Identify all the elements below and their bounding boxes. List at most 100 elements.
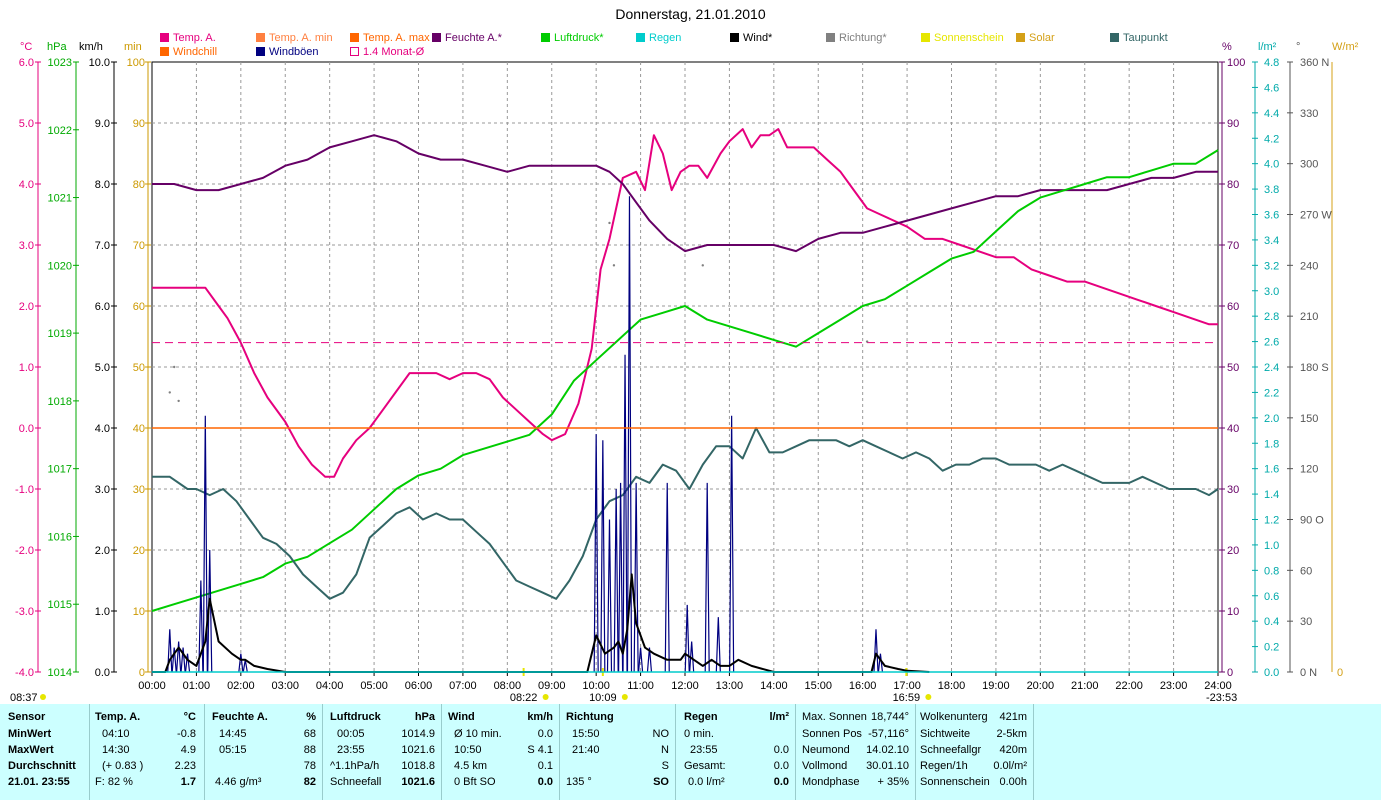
pressure-axis-label: 1014 xyxy=(48,667,72,679)
temp-min-time: 04:10 xyxy=(102,728,130,740)
rain-axis-label: 0.0 xyxy=(1264,667,1279,679)
new-moon-label: Neumond xyxy=(802,744,850,756)
weather-chart: 6.05.04.03.02.01.00.0-1.0-2.0-3.0-4.0102… xyxy=(10,41,1359,704)
temp-humidity-note: F: 82 % xyxy=(95,776,133,788)
series-windb-en-spike xyxy=(207,549,213,673)
rain-axis: 4.8 4.6 4.4 4.2 4.0 3.8 3.6 3.4 3.2 3.0 2.8 2.6 2.4 2… xyxy=(1252,57,1279,679)
direction-current: SO xyxy=(653,776,669,788)
noon-marker-sun-icon xyxy=(621,694,628,700)
series-windb-en-spike xyxy=(689,641,695,673)
rain-axis-label: 4.6 xyxy=(1264,82,1279,94)
unit-degree: ° xyxy=(1296,41,1300,53)
x-tick-label: 14:00 xyxy=(760,680,788,692)
series-windb-en-spike xyxy=(704,482,710,673)
legend-swatch xyxy=(1016,33,1025,42)
sun-icon xyxy=(40,694,46,700)
direction-min-value: NO xyxy=(652,728,670,740)
wind-axis-label: 3.0 xyxy=(95,484,110,496)
moon-phase-value: + 35% xyxy=(877,776,910,788)
pressure-avg: 1018.8 xyxy=(401,760,435,772)
series-richtung xyxy=(168,221,869,403)
wind-axis-label: 6.0 xyxy=(95,301,110,313)
series-windb-en-spike xyxy=(171,647,177,673)
snowline-label: Schneefallgr xyxy=(920,744,982,756)
humidity-axis-label: 0 xyxy=(1227,667,1233,679)
legend-label: Temp. A. max xyxy=(363,32,430,44)
series-temp-a-line xyxy=(152,128,1218,478)
rain-axis-label: 0.6 xyxy=(1264,591,1279,603)
full-moon-value: 30.01.10 xyxy=(866,760,909,772)
humidity-axis-label: 20 xyxy=(1227,545,1239,557)
rain-total-label: Gesamt: xyxy=(684,760,726,772)
legend-swatch xyxy=(350,33,359,42)
chart-title: Donnerstag, 21.01.2010 xyxy=(615,6,766,22)
direction-degrees: 135 ° xyxy=(566,776,592,788)
full-moon-label: Vollmond xyxy=(802,760,848,772)
min-axis-label: 0 xyxy=(139,667,145,679)
rain-column: Regen l/m² 0 min. 23:55 0.0 Gesamt: 0.0 0.0… xyxy=(676,704,796,800)
series-feuchte-a-line xyxy=(152,134,1218,253)
x-tick-label: 04:00 xyxy=(316,680,344,692)
x-tick-label: 01:00 xyxy=(183,680,211,692)
rain-axis-label: 4.4 xyxy=(1264,108,1279,120)
min-axis-label: 90 xyxy=(133,118,145,130)
rain-current: 0.0 xyxy=(773,776,789,788)
pressure-unit: hPa xyxy=(414,711,435,723)
humidity-max-value: 88 xyxy=(303,744,316,756)
visibility-value: 2-5km xyxy=(996,728,1027,740)
pressure-axis-label: 1019 xyxy=(48,328,72,340)
humidity-avg: 78 xyxy=(303,760,316,772)
pressure-axis-label: 1015 xyxy=(48,599,72,611)
wind-avg-label: Ø 10 min. xyxy=(454,728,502,740)
visibility-label: Sichtweite xyxy=(920,728,971,740)
x-tick-label: 06:00 xyxy=(405,680,433,692)
rain-axis-label: 1.4 xyxy=(1264,489,1279,501)
series-richtung-point xyxy=(865,340,869,343)
min-axis-label: 80 xyxy=(133,179,145,191)
sky-column: Wolkenunterg 421m Sichtweite 2-5km Schneef… xyxy=(916,704,1034,800)
direction-header: Richtung xyxy=(566,711,614,723)
series-windb-en-spike xyxy=(202,415,208,673)
rain-axis-label: 2.4 xyxy=(1264,362,1279,374)
wind-axis-label: 7.0 xyxy=(95,240,110,252)
series-richtung-point xyxy=(608,221,611,225)
series-windb-en-spike xyxy=(646,647,653,673)
direction-axis-label: 150 xyxy=(1300,413,1318,425)
wind-axis-label: 0.0 xyxy=(95,667,110,679)
wind-unit: km/h xyxy=(527,711,553,723)
legend-item: Windböen xyxy=(256,46,319,58)
direction-axis-label: 210 xyxy=(1300,311,1318,323)
wind-axis: 10.0 9.0 8.0 7.0 6.0 5.0 4.0 3.0 2.0 1.0 0.0 xyxy=(89,57,117,679)
temp-axis-label: 1.0 xyxy=(19,362,34,374)
series-richtung-point xyxy=(173,365,176,369)
humidity-axis-label: 100 xyxy=(1227,57,1245,69)
legend-label: Feuchte A.* xyxy=(445,32,502,44)
legend-swatch xyxy=(256,47,265,56)
direction-axis-label: 0 N xyxy=(1300,667,1317,679)
rain-axis-label: 1.6 xyxy=(1264,464,1279,476)
rain-axis-label: 2.6 xyxy=(1264,337,1279,349)
x-tick-label: 17:00 xyxy=(893,680,921,692)
temp-axis-label: 5.0 xyxy=(19,118,34,130)
rain-duration: 0 min. xyxy=(684,728,714,740)
series-richtung-point xyxy=(612,264,616,267)
x-tick-label: 12:00 xyxy=(671,680,699,692)
legend-item: Feuchte A.* xyxy=(432,32,502,44)
snowline-value: 420m xyxy=(999,744,1027,756)
pressure-column: Luftdruck hPa 00:05 1014.9 23:55 1021.6 ^1.… xyxy=(323,704,442,800)
legend-label: Luftdruck* xyxy=(554,32,604,44)
pressure-axis-label: 1018 xyxy=(48,396,72,408)
series-windb-en-spike xyxy=(176,641,182,673)
temp-header: Temp. A. xyxy=(95,711,141,723)
pressure-max-value: 1021.6 xyxy=(401,744,435,756)
humidity-axis-label: 90 xyxy=(1227,118,1239,130)
rain-total-value: 0.0 xyxy=(773,760,789,772)
legend-item: Windchill xyxy=(160,46,217,58)
temp-axis-label: 4.0 xyxy=(19,179,34,191)
legend-swatch xyxy=(636,33,645,42)
sunset-marker-label: 16:59 xyxy=(893,692,921,704)
pressure-header: Luftdruck xyxy=(330,711,381,723)
rain-axis-label: 2.2 xyxy=(1264,387,1279,399)
legend-item: Temp. A. xyxy=(160,32,216,44)
label-sensor: Sensor xyxy=(8,711,46,723)
